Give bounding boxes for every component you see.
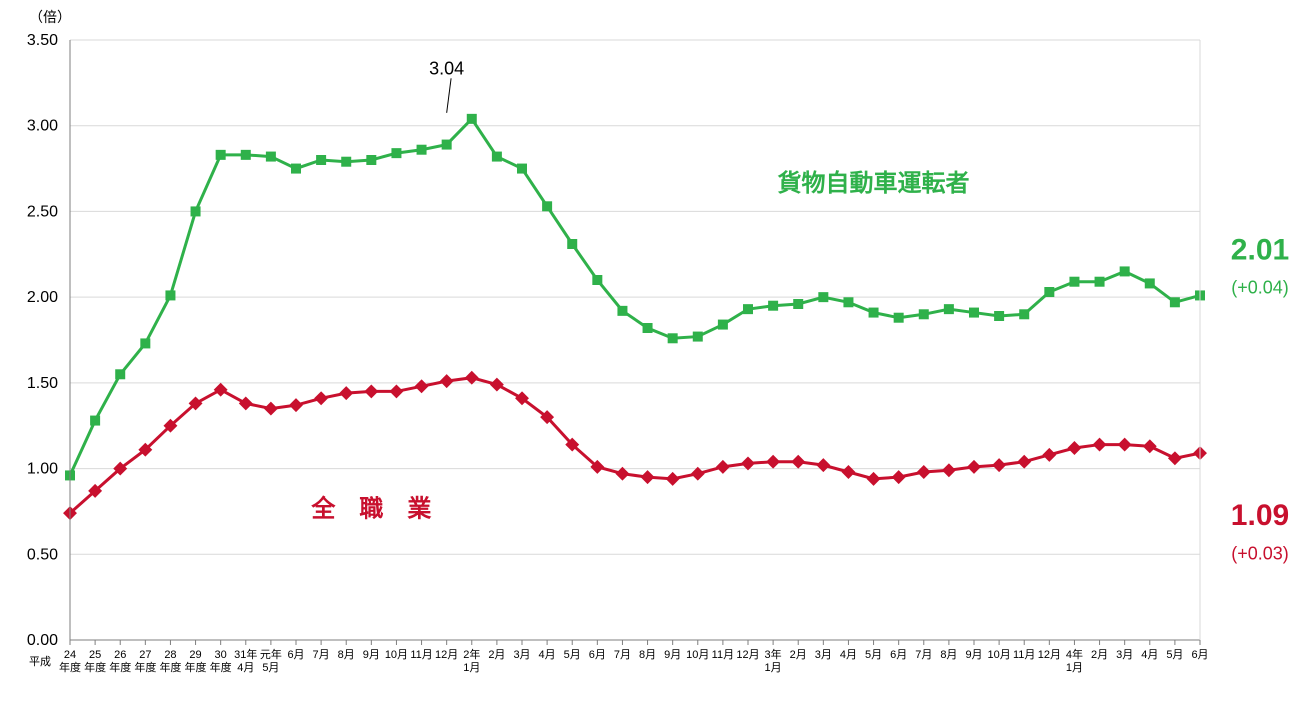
svg-text:年度: 年度 xyxy=(59,660,81,674)
svg-text:3月: 3月 xyxy=(815,649,832,661)
svg-text:24: 24 xyxy=(64,649,76,661)
svg-text:10月: 10月 xyxy=(987,649,1010,661)
svg-text:9月: 9月 xyxy=(664,649,681,661)
svg-text:26: 26 xyxy=(114,649,126,661)
svg-text:1月: 1月 xyxy=(1066,662,1083,674)
svg-text:28: 28 xyxy=(164,649,176,661)
svg-text:27: 27 xyxy=(139,649,151,661)
svg-text:平成: 平成 xyxy=(29,655,51,668)
svg-text:7月: 7月 xyxy=(313,649,330,661)
svg-text:31年: 31年 xyxy=(234,647,257,661)
svg-text:4月: 4月 xyxy=(840,649,857,661)
svg-text:6月: 6月 xyxy=(890,649,907,661)
svg-text:4月: 4月 xyxy=(1141,649,1158,661)
svg-text:5月: 5月 xyxy=(564,649,581,661)
svg-text:年度: 年度 xyxy=(84,660,106,674)
svg-text:0.00: 0.00 xyxy=(27,632,58,649)
svg-text:9月: 9月 xyxy=(965,649,982,661)
svg-text:2月: 2月 xyxy=(488,649,505,661)
svg-text:7月: 7月 xyxy=(614,649,631,661)
chart-svg: 0.000.501.001.502.002.503.003.50（倍）24年度2… xyxy=(0,0,1307,702)
svg-text:5月: 5月 xyxy=(1166,649,1183,661)
svg-text:3.00: 3.00 xyxy=(27,118,58,135)
svg-text:4年: 4年 xyxy=(1066,647,1083,661)
svg-text:3年: 3年 xyxy=(765,647,782,661)
svg-text:11月: 11月 xyxy=(1013,649,1035,661)
svg-text:11月: 11月 xyxy=(410,649,432,661)
svg-text:年度: 年度 xyxy=(210,660,232,674)
svg-text:2月: 2月 xyxy=(790,649,807,661)
svg-text:10月: 10月 xyxy=(686,649,709,661)
svg-text:6月: 6月 xyxy=(589,649,606,661)
svg-text:年度: 年度 xyxy=(109,660,131,674)
svg-text:29: 29 xyxy=(189,649,201,661)
callout-peak: 3.04 xyxy=(429,58,464,78)
svg-text:9月: 9月 xyxy=(363,649,380,661)
svg-text:6月: 6月 xyxy=(287,649,304,661)
svg-text:12月: 12月 xyxy=(435,649,458,661)
svg-text:2.50: 2.50 xyxy=(27,203,58,220)
svg-text:年度: 年度 xyxy=(185,660,207,674)
y-axis-unit: （倍） xyxy=(29,9,71,25)
svg-text:元年: 元年 xyxy=(260,647,282,661)
svg-text:8月: 8月 xyxy=(639,649,656,661)
svg-text:2年: 2年 xyxy=(463,647,480,661)
end-value-all: 1.09 xyxy=(1231,499,1289,532)
end-delta-freight: (+0.04) xyxy=(1231,278,1289,298)
svg-text:8月: 8月 xyxy=(338,649,355,661)
series-label-freight: 貨物自動車運転者 xyxy=(778,169,970,197)
line-chart: 0.000.501.001.502.002.503.003.50（倍）24年度2… xyxy=(0,0,1307,702)
svg-text:4月: 4月 xyxy=(539,649,556,661)
svg-text:30: 30 xyxy=(215,649,227,661)
svg-text:5月: 5月 xyxy=(865,649,882,661)
svg-text:6月: 6月 xyxy=(1191,649,1208,661)
svg-text:2.00: 2.00 xyxy=(27,289,58,306)
svg-text:1.50: 1.50 xyxy=(27,375,58,392)
svg-text:年度: 年度 xyxy=(159,660,181,674)
svg-text:5月: 5月 xyxy=(262,662,279,674)
svg-text:12月: 12月 xyxy=(1038,649,1061,661)
svg-text:25: 25 xyxy=(89,649,101,661)
svg-text:年度: 年度 xyxy=(134,660,156,674)
svg-text:12月: 12月 xyxy=(736,649,759,661)
svg-text:0.50: 0.50 xyxy=(27,546,58,563)
svg-text:3月: 3月 xyxy=(1116,649,1133,661)
svg-text:11月: 11月 xyxy=(712,649,734,661)
svg-text:1月: 1月 xyxy=(765,662,782,674)
svg-text:7月: 7月 xyxy=(915,649,932,661)
svg-text:1月: 1月 xyxy=(463,662,480,674)
series-label-all: 全 職 業 xyxy=(310,495,431,523)
svg-text:3.50: 3.50 xyxy=(27,32,58,49)
end-delta-all: (+0.03) xyxy=(1231,543,1289,563)
svg-text:4月: 4月 xyxy=(237,662,254,674)
svg-text:10月: 10月 xyxy=(385,649,408,661)
end-value-freight: 2.01 xyxy=(1231,233,1289,266)
svg-text:2月: 2月 xyxy=(1091,649,1108,661)
svg-text:1.00: 1.00 xyxy=(27,461,58,478)
svg-text:8月: 8月 xyxy=(940,649,957,661)
svg-text:3月: 3月 xyxy=(513,649,530,661)
